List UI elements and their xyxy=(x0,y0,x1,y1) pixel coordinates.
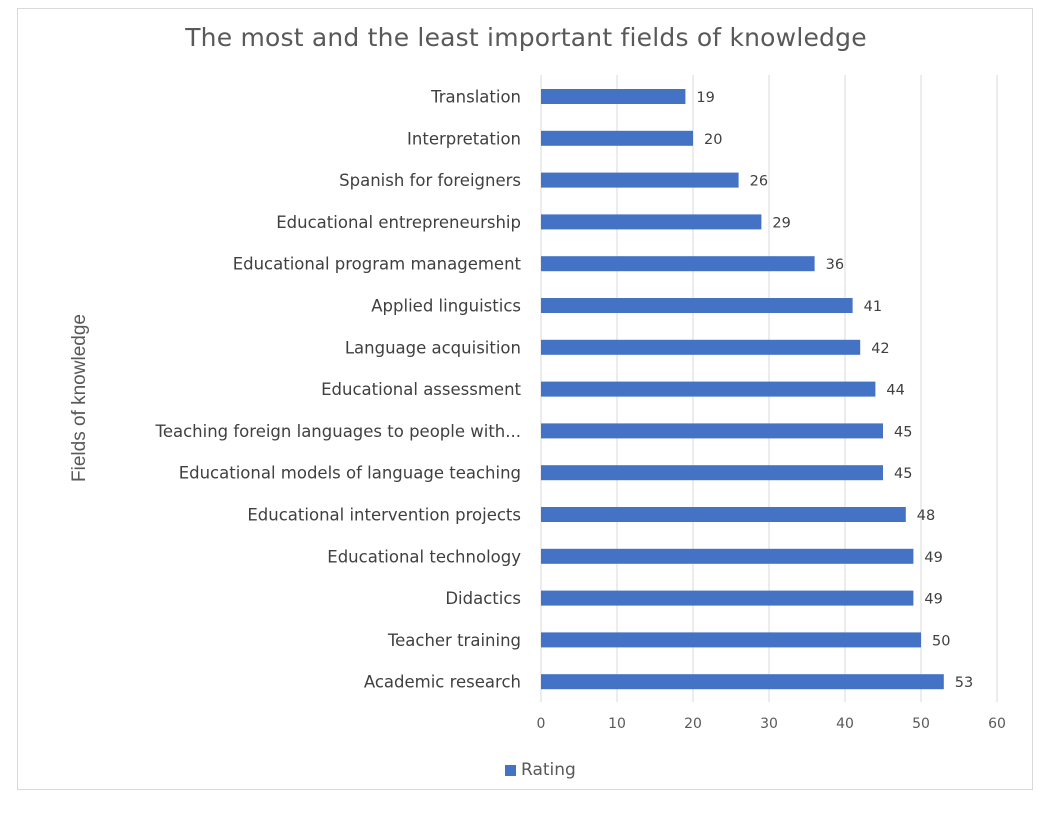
data-label: 45 xyxy=(894,466,912,482)
data-label: 44 xyxy=(886,383,904,399)
data-label: 19 xyxy=(696,90,714,106)
data-label: 42 xyxy=(871,341,889,357)
bar xyxy=(541,674,944,690)
data-label: 48 xyxy=(917,508,935,524)
category-label: Teaching foreign languages to people wit… xyxy=(155,422,521,441)
data-label: 36 xyxy=(826,257,844,273)
data-label: 29 xyxy=(772,215,790,231)
legend: Rating xyxy=(505,760,576,780)
x-tick-label: 60 xyxy=(988,716,1006,732)
category-label: Educational assessment xyxy=(321,380,521,399)
bar xyxy=(541,214,762,230)
bar xyxy=(541,548,914,564)
category-label: Language acquisition xyxy=(345,338,521,357)
bar xyxy=(541,339,861,355)
data-label: 26 xyxy=(750,174,768,190)
x-tick-label: 50 xyxy=(912,716,930,732)
bar xyxy=(541,465,883,481)
bar xyxy=(541,423,883,439)
chart-frame: The most and the least important fields … xyxy=(17,8,1033,790)
category-label: Educational models of language teaching xyxy=(179,464,521,483)
bar xyxy=(541,632,921,648)
legend-label: Rating xyxy=(521,760,576,780)
category-label: Teacher training xyxy=(387,631,521,650)
chart-title: The most and the least important fields … xyxy=(185,23,867,52)
x-tick-label: 20 xyxy=(684,716,702,732)
category-label: Educational intervention projects xyxy=(247,506,521,525)
data-label: 45 xyxy=(894,424,912,440)
data-label: 49 xyxy=(924,592,942,608)
bar xyxy=(541,590,914,606)
category-label: Academic research xyxy=(364,673,521,692)
category-label: Educational program management xyxy=(233,255,522,274)
bar xyxy=(541,298,853,313)
category-label: Spanish for foreigners xyxy=(339,171,521,190)
x-tick-label: 40 xyxy=(836,716,854,732)
bar xyxy=(541,256,815,272)
bar xyxy=(541,381,876,397)
category-label: Translation xyxy=(430,88,521,107)
bar xyxy=(541,130,693,146)
data-label: 20 xyxy=(704,132,722,148)
data-label: 49 xyxy=(924,550,942,566)
category-label: Educational entrepreneurship xyxy=(276,213,521,232)
x-tick-label: 0 xyxy=(537,716,546,732)
bar xyxy=(541,507,906,522)
bar xyxy=(541,89,686,104)
x-tick-label: 10 xyxy=(608,716,626,732)
data-label: 41 xyxy=(864,299,882,315)
category-label: Applied linguistics xyxy=(371,297,521,316)
category-label: Interpretation xyxy=(407,129,521,148)
data-label: 53 xyxy=(955,675,973,691)
category-label: Educational technology xyxy=(327,547,521,566)
data-label: 50 xyxy=(932,633,950,649)
bar xyxy=(541,172,739,188)
category-label: Didactics xyxy=(445,589,521,608)
legend-swatch xyxy=(505,764,516,776)
x-tick-label: 30 xyxy=(760,716,778,732)
